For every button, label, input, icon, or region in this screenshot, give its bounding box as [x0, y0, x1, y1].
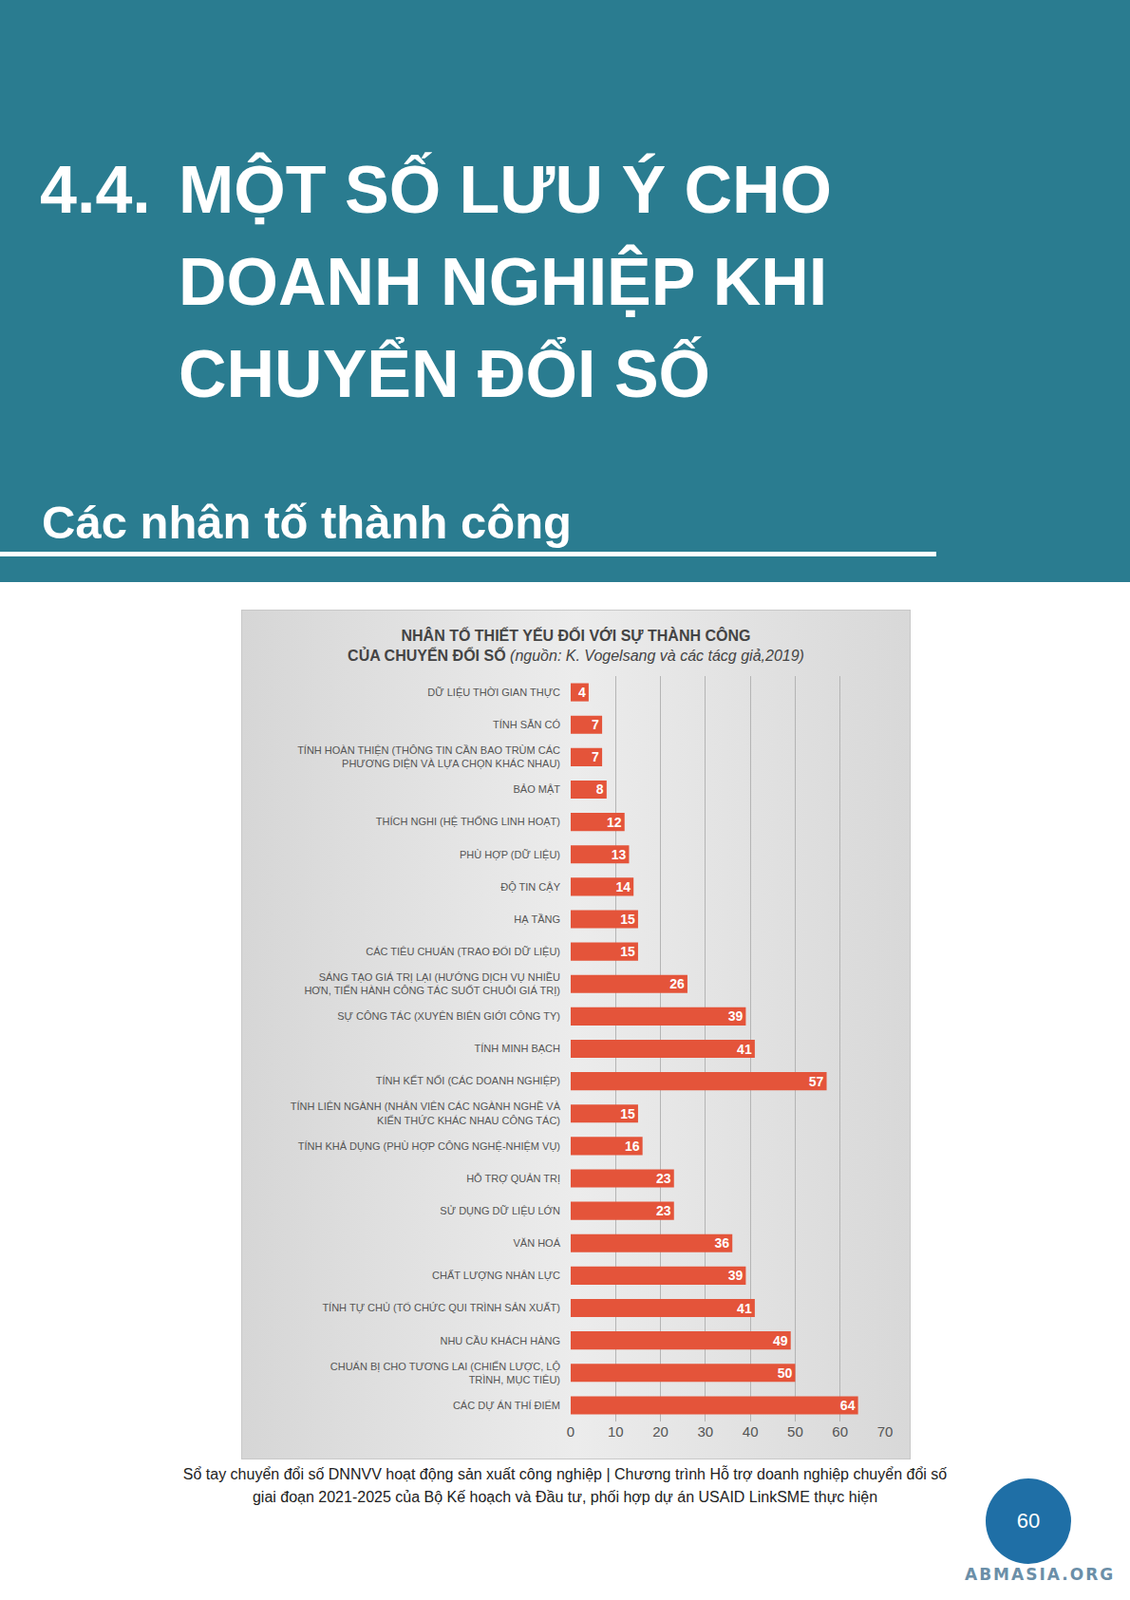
svg-text:8: 8	[596, 781, 604, 797]
svg-text:15: 15	[620, 943, 636, 960]
svg-text:TÍNH MINH BẠCH: TÍNH MINH BẠCH	[474, 1042, 562, 1055]
html-text:CỦA CHUYỂN ĐỔI SỐ (nguồn: K. V: CỦA CHUYỂN ĐỔI SỐ (nguồn: K. Vogelsang v…	[347, 647, 805, 664]
svg-text:40: 40	[742, 1423, 759, 1440]
html-text:DOANH NGHIỆP KHI: DOANH NGHIỆP KHI	[178, 244, 828, 320]
svg-text:CÁC DỰ ÁN THÍ ĐIỂM: CÁC DỰ ÁN THÍ ĐIỂM	[452, 1399, 561, 1412]
svg-text:4: 4	[578, 684, 586, 700]
svg-text:CÁC TIÊU CHUẨN (TRAO ĐỔI DỮ LI: CÁC TIÊU CHUẨN (TRAO ĐỔI DỮ LIỆU)	[365, 945, 561, 958]
svg-text:7: 7	[591, 749, 600, 765]
svg-text:36: 36	[714, 1235, 730, 1251]
html-text:Sổ tay chuyển đổi số DNNVV hoạ: Sổ tay chuyển đổi số DNNVV hoạt động sản…	[183, 1466, 947, 1483]
html-text:MỘT SỐ LƯU Ý CHO: MỘT SỐ LƯU Ý CHO	[178, 152, 832, 227]
svg-text:15: 15	[620, 1106, 636, 1122]
svg-text:THÍCH NGHI (HỆ THỐNG LINH HOẠT: THÍCH NGHI (HỆ THỐNG LINH HOẠT)	[376, 814, 561, 828]
svg-text:7: 7	[591, 716, 600, 733]
svg-text:VĂN HOÁ: VĂN HOÁ	[512, 1237, 561, 1249]
svg-text:ĐỘ TIN CẬY: ĐỘ TIN CẬY	[500, 881, 561, 893]
svg-text:SỬ DỤNG DỮ LIỆU LỚN: SỬ DỤNG DỮ LIỆU LỚN	[439, 1205, 561, 1217]
svg-text:SỰ CÔNG TÁC (XUYÊN BIÊN GIỚI C: SỰ CÔNG TÁC (XUYÊN BIÊN GIỚI CÔNG TY)	[337, 1010, 561, 1022]
svg-text:23: 23	[656, 1203, 672, 1219]
svg-text:DỮ LIỆU THỜI GIAN THỰC: DỮ LIỆU THỜI GIAN THỰC	[427, 686, 561, 698]
svg-text:39: 39	[728, 1267, 744, 1283]
svg-text:50: 50	[787, 1423, 804, 1440]
svg-text:70: 70	[877, 1423, 894, 1440]
svg-text:0: 0	[566, 1423, 575, 1440]
svg-text:BẢO MẬT: BẢO MẬT	[512, 783, 561, 795]
svg-text:10: 10	[607, 1423, 624, 1440]
svg-text:15: 15	[620, 911, 636, 927]
svg-text:HẠ TẦNG: HẠ TẦNG	[513, 913, 561, 925]
html-text:CHUYỂN ĐỔI SỐ: CHUYỂN ĐỔI SỐ	[178, 337, 711, 412]
svg-text:TÍNH SẴN CÓ: TÍNH SẴN CÓ	[492, 718, 561, 731]
html-text:ABMASIA.ORG: ABMASIA.ORG	[964, 1564, 1115, 1584]
svg-text:49: 49	[772, 1333, 789, 1349]
html-text:NHÂN TỐ THIẾT YẾU ĐỐI VỚI SỰ T: NHÂN TỐ THIẾT YẾU ĐỐI VỚI SỰ THÀNH CÔNG	[401, 627, 751, 644]
svg-text:HỖ TRỢ QUẢN TRỊ: HỖ TRỢ QUẢN TRỊ	[466, 1172, 561, 1185]
svg-text:60: 60	[831, 1423, 848, 1440]
svg-text:14: 14	[615, 879, 631, 895]
svg-text:39: 39	[728, 1008, 744, 1024]
svg-text:TÍNH HOÀN THIỆN (THÔNG TIN CẦN: TÍNH HOÀN THIỆN (THÔNG TIN CẦN BAO TRÙM …	[297, 744, 561, 770]
svg-text:TÍNH TỰ CHỦ (TỔ CHỨC QUI TRÌNH: TÍNH TỰ CHỦ (TỔ CHỨC QUI TRÌNH SẢN XUẤT)	[321, 1301, 561, 1314]
svg-text:TÍNH KẾT NỐI (CÁC DOANH NGHIỆP: TÍNH KẾT NỐI (CÁC DOANH NGHIỆP)	[376, 1073, 561, 1087]
svg-text:64: 64	[840, 1397, 856, 1413]
html-text:giai đoạn 2021-2025 của Bộ Kế: giai đoạn 2021-2025 của Bộ Kế hoạch và Đ…	[252, 1488, 878, 1506]
svg-text:CHẤT LƯỢNG NHÂN LỰC: CHẤT LƯỢNG NHÂN LỰC	[432, 1269, 561, 1281]
svg-text:41: 41	[736, 1041, 753, 1057]
svg-text:20: 20	[652, 1423, 669, 1440]
html-text:60: 60	[1016, 1508, 1040, 1533]
svg-text:57: 57	[809, 1073, 825, 1090]
svg-text:50: 50	[777, 1365, 793, 1381]
svg-text:CHUẨN BỊ CHO TƯƠNG LAI (CHIẾN: CHUẨN BỊ CHO TƯƠNG LAI (CHIẾN LƯỢC, LỘTR…	[330, 1360, 562, 1386]
svg-text:26: 26	[669, 976, 685, 992]
svg-text:30: 30	[697, 1423, 715, 1440]
svg-text:TÍNH KHẢ DỤNG (PHÙ HỢP CÔNG NG: TÍNH KHẢ DỤNG (PHÙ HỢP CÔNG NGHỆ-NHIỆM V…	[298, 1140, 561, 1152]
svg-text:13: 13	[611, 847, 627, 863]
svg-text:PHÙ HỢP (DỮ LIỆU): PHÙ HỢP (DỮ LIỆU)	[459, 848, 561, 861]
svg-text:16: 16	[624, 1138, 641, 1154]
svg-text:12: 12	[606, 814, 622, 830]
svg-text:23: 23	[656, 1170, 672, 1187]
html-text:4.4.: 4.4.	[39, 152, 151, 227]
html-text:Các nhân tố thành công: Các nhân tố thành công	[41, 496, 572, 548]
svg-text:SÁNG TẠO GIÁ TRỊ LẠI (HƯỚNG DỊ: SÁNG TẠO GIÁ TRỊ LẠI (HƯỚNG DỊCH VỤ NHIỀ…	[303, 971, 561, 997]
svg-text:NHU CẦU KHÁCH HÀNG: NHU CẦU KHÁCH HÀNG	[439, 1335, 561, 1347]
svg-text:41: 41	[736, 1300, 753, 1317]
svg-text:TÍNH LIÊN NGÀNH (NHÂN VIÊN CÁC: TÍNH LIÊN NGÀNH (NHÂN VIÊN CÁC NGÀNH NGH…	[290, 1100, 562, 1126]
